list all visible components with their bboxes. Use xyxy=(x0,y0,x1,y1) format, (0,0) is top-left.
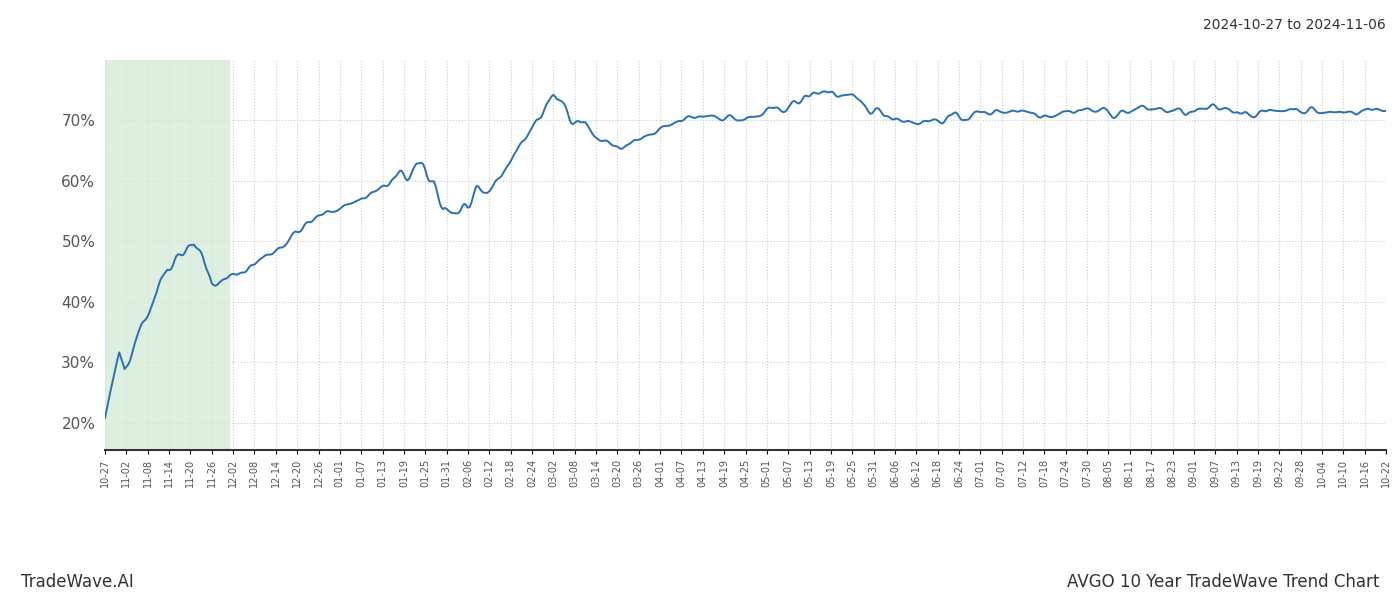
Text: 2024-10-27 to 2024-11-06: 2024-10-27 to 2024-11-06 xyxy=(1203,18,1386,32)
Bar xyxy=(105,60,230,450)
Text: AVGO 10 Year TradeWave Trend Chart: AVGO 10 Year TradeWave Trend Chart xyxy=(1067,573,1379,591)
Text: TradeWave.AI: TradeWave.AI xyxy=(21,573,134,591)
